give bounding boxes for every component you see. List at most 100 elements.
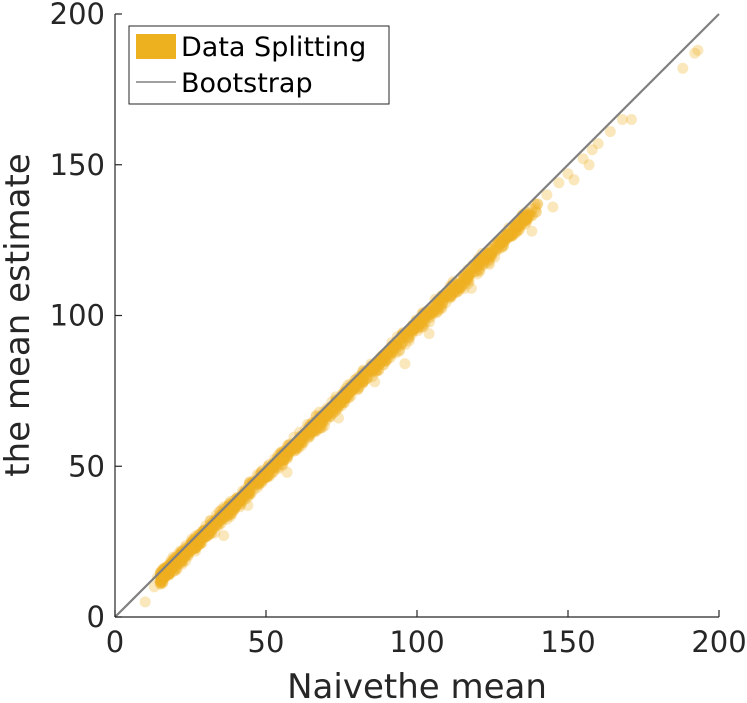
- scatter-point: [156, 573, 168, 585]
- scatter-point: [259, 472, 271, 484]
- scatter-point: [361, 368, 373, 380]
- scatter-point: [248, 475, 260, 487]
- scatter-point: [319, 420, 331, 432]
- scatter-point: [351, 379, 363, 391]
- scatter-point: [275, 454, 287, 466]
- scatter-point: [157, 573, 169, 585]
- scatter-point: [380, 355, 391, 367]
- scatter-point: [207, 517, 219, 529]
- scatter-point: [175, 549, 187, 561]
- scatter-point: [256, 477, 268, 489]
- scatter-point: [365, 358, 377, 370]
- scatter-point: [456, 279, 468, 291]
- scatter-point: [497, 234, 509, 246]
- scatter-point: [330, 394, 342, 406]
- scatter-point: [183, 545, 195, 556]
- scatter-point: [190, 542, 202, 554]
- scatter-point: [170, 564, 182, 576]
- scatter-point: [211, 513, 222, 525]
- scatter-point: [297, 434, 309, 446]
- scatter-point: [304, 419, 316, 430]
- scatter-point: [229, 504, 240, 516]
- scatter-point: [524, 209, 536, 221]
- scatter-point: [367, 364, 378, 376]
- scatter-point: [194, 536, 205, 548]
- scatter-point: [511, 219, 523, 231]
- scatter-point: [356, 374, 368, 386]
- scatter-point: [471, 258, 483, 270]
- scatter-point: [252, 478, 263, 490]
- scatter-point: [178, 551, 190, 562]
- scatter-point: [418, 306, 430, 318]
- scatter-point: [213, 516, 225, 528]
- scatter-point: [495, 237, 507, 249]
- scatter-point: [343, 392, 355, 404]
- scatter-point: [308, 425, 320, 437]
- scatter-point: [232, 497, 244, 509]
- scatter-point: [203, 529, 215, 541]
- scatter-point: [215, 517, 227, 529]
- scatter-point: [417, 308, 429, 319]
- scatter-point: [342, 392, 354, 404]
- scatter-point: [262, 469, 274, 481]
- scatter-point: [389, 340, 401, 352]
- scatter-point: [323, 410, 334, 422]
- scatter-point: [217, 507, 229, 518]
- scatter-point: [317, 416, 329, 428]
- scatter-point: [298, 431, 310, 443]
- scatter-point: [304, 431, 316, 443]
- scatter-point: [481, 248, 493, 260]
- scatter-point: [245, 478, 256, 490]
- legend-label-bootstrap: Bootstrap: [181, 68, 313, 99]
- scatter-point: [255, 467, 267, 479]
- scatter-point: [381, 349, 393, 361]
- scatter-point: [277, 455, 289, 467]
- scatter-point: [384, 347, 396, 359]
- scatter-point: [192, 537, 204, 549]
- scatter-point: [188, 542, 200, 554]
- scatter-point: [166, 557, 178, 569]
- scatter-point: [473, 260, 485, 272]
- y-axis-title: the mean estimate: [0, 153, 38, 476]
- scatter-point: [512, 220, 524, 232]
- scatter-point: [514, 215, 526, 227]
- scatter-point: [221, 507, 233, 519]
- scatter-point: [175, 553, 187, 565]
- scatter-point: [235, 494, 247, 506]
- scatter-point: [444, 280, 456, 292]
- scatter-point: [224, 500, 236, 512]
- scatter-point: [391, 342, 403, 353]
- scatter-point: [182, 549, 194, 560]
- scatter-point: [411, 319, 423, 330]
- scatter-point: [518, 215, 530, 227]
- scatter-point: [278, 445, 290, 457]
- scatter-point: [313, 418, 325, 430]
- scatter-point: [163, 568, 175, 580]
- scatter-point: [323, 406, 335, 418]
- scatter-point: [250, 479, 262, 491]
- scatter-point: [305, 426, 317, 438]
- scatter-point: [463, 275, 475, 287]
- scatter-point: [447, 287, 459, 299]
- scatter-point: [510, 222, 522, 234]
- y-tick-label: 0: [87, 600, 105, 634]
- scatter-point: [502, 230, 514, 242]
- scatter-point: [452, 285, 464, 297]
- scatter-point: [384, 345, 396, 357]
- scatter-point: [160, 563, 172, 575]
- scatter-point: [272, 463, 284, 475]
- scatter-point: [415, 317, 426, 329]
- scatter-point: [477, 259, 489, 271]
- scatter-point: [207, 516, 218, 528]
- scatter-point: [255, 476, 266, 487]
- scatter-point: [345, 390, 357, 402]
- scatter-point: [156, 575, 168, 587]
- scatter-point: [171, 559, 183, 571]
- scatter-point: [248, 484, 260, 496]
- scatter-point: [477, 252, 489, 264]
- scatter-point: [370, 362, 382, 374]
- scatter-point: [470, 261, 481, 273]
- axes: 0 50 100 150 200 0 50 100 150 200: [50, 0, 747, 659]
- scatter-point: [197, 532, 209, 543]
- scatter-point: [422, 309, 434, 321]
